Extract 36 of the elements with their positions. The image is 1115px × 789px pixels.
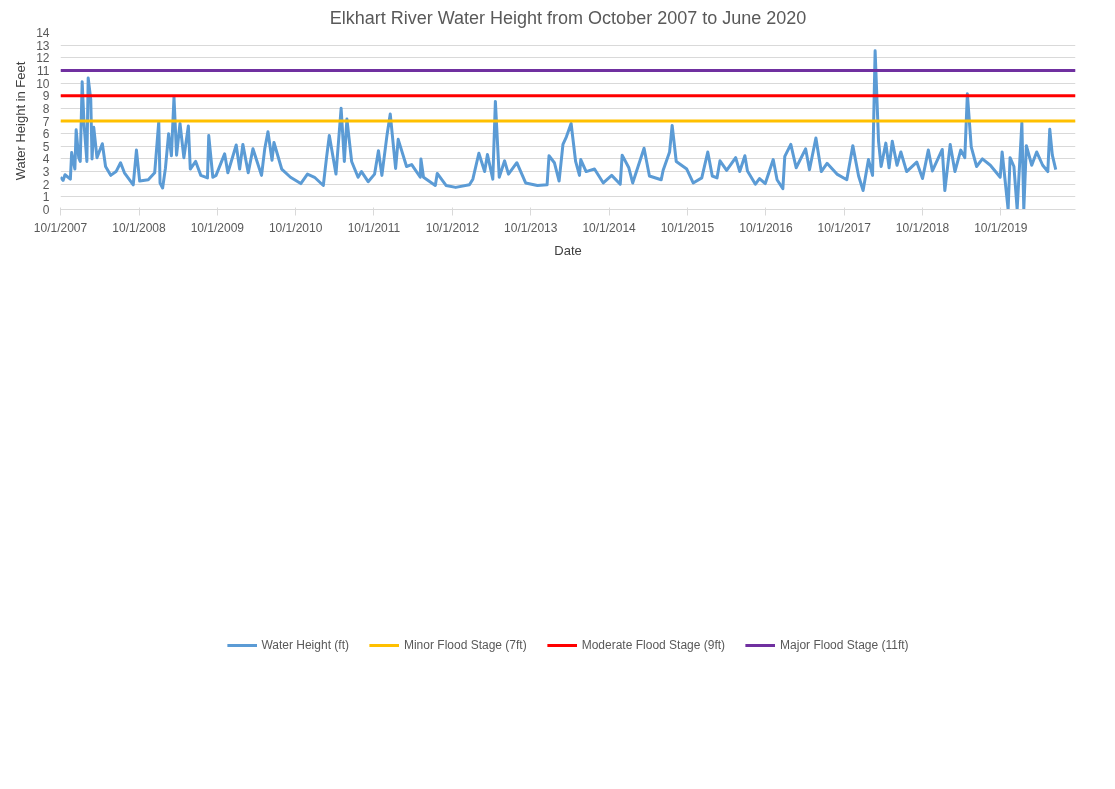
y-tick-label: 5 [42,139,50,154]
y-tick-label: 6 [42,127,50,142]
chart-title: Elkhart River Water Height from October 2007 to June 2020 [329,7,807,28]
y-tick-label: 3 [42,165,50,180]
y-tick-label: 13 [36,38,50,53]
y-tick-label: 0 [42,203,50,217]
x-tick-label: 10/1/2015 [660,220,715,235]
legend-label: Major Flood Stage (11ft) [780,638,909,652]
y-tick-label: 4 [42,152,50,167]
y-tick-label: 12 [36,51,50,66]
x-tick-label: 10/1/2012 [425,220,480,235]
y-tick-label: 2 [42,177,50,192]
x-tick-label: 10/1/2009 [190,220,245,235]
legend-label: Moderate Flood Stage (9ft) [581,638,726,652]
y-axis-title: Water Height in Feet [13,61,29,181]
y-tick-label: 1 [42,190,50,205]
x-tick-label: 10/1/2010 [268,220,323,235]
x-tick-label: 10/1/2011 [347,220,401,235]
x-tick-label: 10/1/2008 [112,220,167,235]
y-tick-label: 10 [36,76,50,91]
y-tick-label: 11 [37,63,50,78]
x-tick-label: 10/1/2013 [504,220,558,235]
y-tick-label: 7 [42,114,50,129]
legend-label: Water Height (ft) [261,638,349,652]
x-tick-label: 10/1/2017 [817,220,872,235]
x-tick-label: 10/1/2018 [895,220,950,235]
y-tick-label: 8 [42,101,50,116]
legend-label: Minor Flood Stage (7ft) [403,638,527,652]
x-tick-label: 10/1/2016 [739,220,793,235]
x-tick-label: 10/1/2019 [974,220,1028,235]
x-tick-label: 10/1/2014 [582,220,637,235]
y-tick-label: 9 [42,89,50,104]
y-tick-label: 14 [36,26,50,40]
x-tick-label: 10/1/2007 [33,220,88,235]
line-series [60,49,1058,210]
x-axis-title: Date [554,242,582,258]
